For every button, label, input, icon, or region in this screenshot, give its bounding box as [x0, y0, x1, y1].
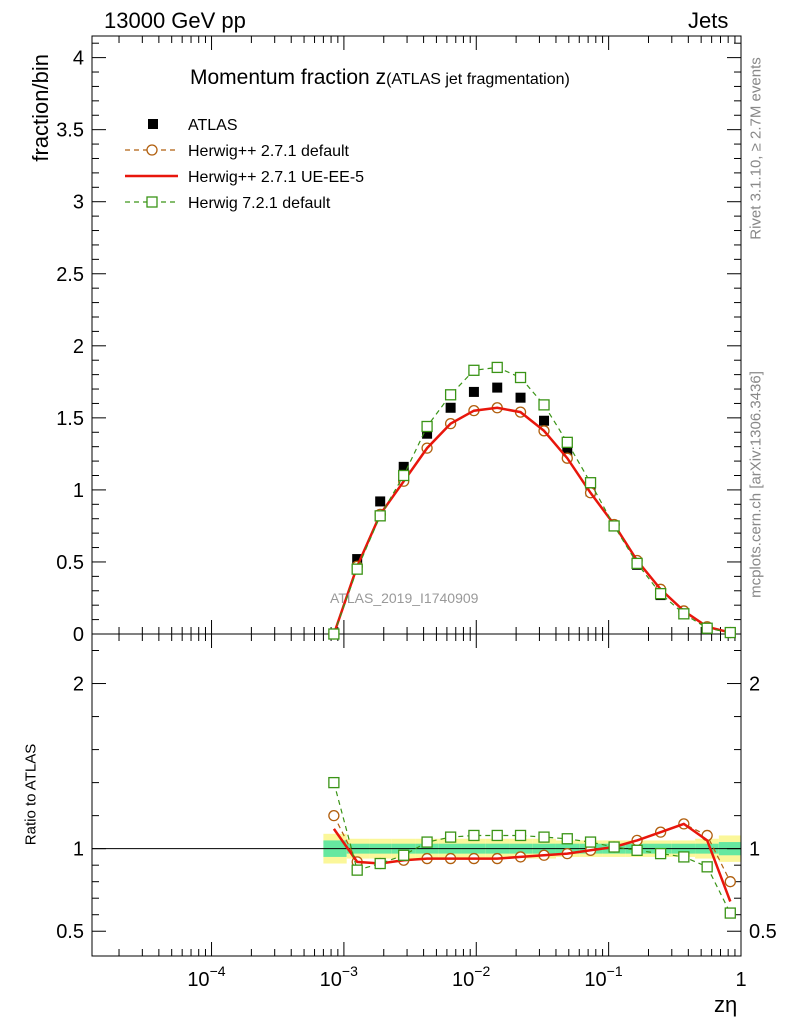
main-series-data-point	[468, 386, 479, 397]
y-tick-label: 3.5	[56, 120, 84, 142]
ratio-series-marker	[538, 831, 550, 843]
ratio-series-line	[332, 822, 732, 902]
ratio-series-marker	[374, 857, 386, 870]
ratio-series-marker	[631, 844, 643, 856]
ratio-series-marker	[608, 841, 620, 853]
main-series-data-point	[422, 428, 433, 439]
main-series-data-point	[398, 461, 409, 472]
ratio-series-marker	[421, 836, 433, 848]
ratio-series-marker	[398, 849, 410, 861]
legend-label: Herwig 7.2.1 default	[188, 195, 331, 212]
ratio-series-marker	[584, 836, 597, 848]
x-tick-label: 10−1	[584, 963, 622, 991]
main-series-data-point	[352, 554, 363, 565]
ratio-y-axis-label: Ratio to ATLAS	[22, 743, 40, 846]
x-tick-label: 10−4	[187, 963, 225, 991]
main-series-data-point	[562, 447, 573, 458]
ratio-tick-label: 0.5	[56, 921, 84, 943]
main-series-marker	[561, 436, 573, 449]
main-series-data-point	[492, 382, 503, 393]
y-tick-label: 1	[73, 480, 84, 502]
y-tick-label: 1.5	[56, 408, 84, 430]
x-tick-label: 1	[735, 969, 746, 991]
x-tick-exponent: −1	[607, 963, 623, 979]
ratio-series-marker	[701, 861, 713, 873]
ratio-tick-label: 1	[73, 839, 84, 861]
main-series-marker	[701, 622, 713, 634]
chart-title: Momentum fraction z(ATLAS jet fragmentat…	[190, 66, 570, 90]
main-series-marker	[421, 420, 433, 433]
y-tick-label: 3	[73, 192, 84, 214]
main-series-marker	[514, 371, 527, 384]
main-series-marker	[351, 563, 363, 575]
analysis-label: ATLAS_2019_I1740909	[330, 590, 479, 606]
main-series-marker	[654, 588, 667, 600]
ratio-series-marker	[351, 864, 363, 876]
main-series-marker	[538, 399, 550, 411]
main-series-data-point	[375, 496, 386, 507]
chart-title-main: Momentum fraction z	[190, 66, 387, 89]
ratio-series-marker	[444, 831, 457, 843]
ratio-tick-label: 2	[73, 674, 84, 696]
header-left: 13000 GeV pp	[104, 8, 246, 33]
y-tick-label: 2.5	[56, 264, 84, 286]
ratio-series-marker	[468, 829, 480, 842]
legend-marker	[148, 119, 158, 129]
y-tick-label: 2	[73, 336, 84, 358]
main-series-marker	[678, 608, 690, 620]
ratio-series-marker	[514, 829, 527, 842]
main-series-data-point	[445, 402, 456, 413]
x-tick-exponent: −3	[342, 963, 358, 979]
y-axis-label: fraction/bin	[28, 54, 53, 162]
main-series-marker	[398, 469, 410, 482]
main-series-marker	[584, 477, 597, 489]
side-text-bottom: mcplots.cern.ch [arXiv:1306.3436]	[747, 371, 765, 598]
x-tick-exponent: −4	[210, 963, 226, 979]
header-right: Jets	[688, 8, 729, 33]
main-series-marker	[444, 389, 457, 401]
ratio-series-marker	[491, 829, 503, 842]
chart-subtitle: (ATLAS jet fragmentation)	[386, 71, 570, 88]
legend-marker	[146, 196, 158, 208]
ratio-tick-label-right: 0.5	[749, 921, 777, 943]
main-series-marker	[724, 626, 736, 639]
ratio-tick-label-right: 2	[749, 674, 760, 696]
ratio-series-marker	[328, 809, 340, 822]
x-tick-label: 10−3	[320, 963, 358, 991]
ratio-panel-frame	[91, 633, 742, 957]
main-series-marker	[491, 361, 503, 374]
ratio-series-marker	[561, 833, 573, 845]
y-tick-label: 4	[73, 48, 84, 70]
ratio-series-marker	[724, 907, 736, 919]
ratio-series-marker	[654, 847, 667, 860]
x-axis-label: zη	[714, 992, 738, 1017]
main-series-marker	[468, 364, 480, 376]
ratio-tick-label-right: 1	[749, 839, 760, 861]
legend-label: Herwig++ 2.7.1 UE-EE-5	[188, 169, 364, 186]
main-series-data-point	[515, 392, 526, 403]
main-series-data-point	[539, 415, 550, 426]
main-series-marker	[631, 557, 643, 570]
main-series-marker	[374, 510, 386, 522]
ratio-series-marker	[724, 876, 736, 888]
legend-marker	[146, 144, 158, 156]
side-text-top: Rivet 3.1.10, ≥ 2.7M events	[747, 57, 765, 240]
ratio-series-marker	[678, 851, 690, 863]
legend-label: Herwig++ 2.7.1 default	[188, 143, 350, 160]
x-tick-label: 10−2	[452, 963, 490, 991]
y-tick-label: 0.5	[56, 552, 84, 574]
x-tick-exponent: −2	[474, 963, 490, 979]
main-series-marker	[608, 520, 620, 532]
y-tick-label: 0	[73, 624, 84, 646]
main-series-marker	[328, 628, 340, 640]
ratio-series-marker	[328, 776, 340, 789]
legend-label: ATLAS	[188, 117, 238, 134]
